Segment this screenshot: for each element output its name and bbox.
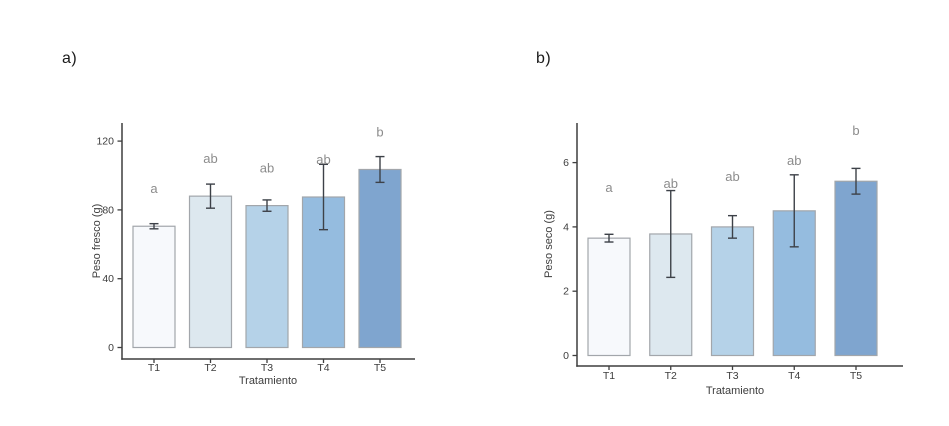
panel-b-xtick-label-T3: T3	[726, 370, 738, 382]
panel-b-xtick-label-T4: T4	[788, 370, 800, 382]
panel-b-x-axis-title: Tratamiento	[706, 385, 764, 397]
panel-a-sig-letter-T5: b	[376, 124, 383, 139]
panel-b-xtick-label-T1: T1	[603, 370, 615, 382]
panel-a-y-axis-title: Peso fresco (g)	[91, 204, 103, 279]
panel-a-xtick-label-T4: T4	[317, 362, 329, 374]
panel-b-ytick-label-6: 6	[563, 157, 569, 169]
panel-b-bar-T1	[587, 237, 631, 357]
panel-b-ytick-label-2: 2	[563, 286, 569, 298]
panel-a-bar-T1	[132, 225, 176, 349]
panel-b-sig-letter-T3: ab	[725, 169, 739, 184]
panel-b-bar-T5	[834, 180, 878, 357]
panel-a-label: a)	[62, 50, 78, 67]
panel-a-bar-T3	[245, 205, 289, 349]
panel-a-xtick-label-T2: T2	[204, 362, 216, 374]
panel-a-xtick-label-T3: T3	[261, 362, 273, 374]
panel-a-bar-T5	[358, 168, 402, 349]
panel-b-ytick-label-4: 4	[563, 221, 569, 233]
panel-a-x-axis-title: Tratamiento	[239, 375, 297, 387]
panel-a-ytick-label-0: 0	[108, 342, 114, 354]
panel-a-xtick-label-T1: T1	[148, 362, 160, 374]
panel-b-label: b)	[536, 50, 552, 67]
panel-a-ytick-label-40: 40	[102, 273, 114, 285]
panel-b-sig-letter-T2: ab	[664, 176, 678, 191]
panel-b-sig-letter-T4: ab	[787, 153, 801, 168]
panel-a-sig-letter-T3: ab	[260, 161, 274, 176]
panel-b-y-axis-title: Peso seco (g)	[543, 210, 555, 278]
panel-a-sig-letter-T1: a	[150, 181, 158, 196]
panel-b-bar-T3	[710, 226, 755, 357]
panel-a-bar-T2	[188, 195, 233, 349]
panel-a-sig-letter-T2: ab	[203, 151, 217, 166]
panel-b-sig-letter-T1: a	[605, 180, 613, 195]
panel-b-sig-letter-T5: b	[852, 123, 859, 138]
panel-a-xtick-label-T5: T5	[374, 362, 386, 374]
panel-b-xtick-label-T2: T2	[665, 370, 677, 382]
panel-a-sig-letter-T4: ab	[316, 152, 330, 167]
panel-b-xtick-label-T5: T5	[850, 370, 862, 382]
panel-b-ytick-label-0: 0	[563, 350, 569, 362]
panel-a-ytick-label-120: 120	[96, 136, 114, 148]
panel-a-ytick-label-80: 80	[102, 204, 114, 216]
